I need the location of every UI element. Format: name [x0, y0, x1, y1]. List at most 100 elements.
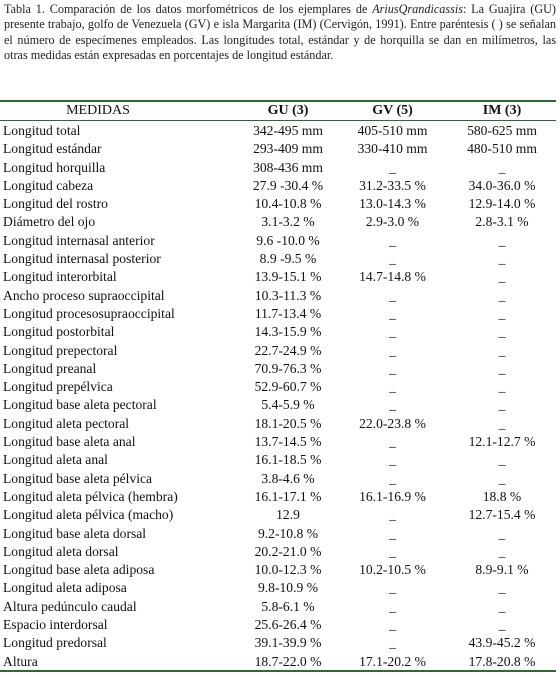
value-im: _	[498, 269, 506, 285]
value-im: _	[498, 617, 506, 633]
value-gv: _	[389, 525, 396, 541]
value-gu: 5.4-5.9 %	[261, 397, 315, 413]
value-im: _	[498, 470, 506, 486]
value-gu: 13.9-15.1 %	[254, 269, 322, 285]
table-top-rule	[0, 100, 556, 102]
value-im: _	[498, 251, 506, 267]
value-im: 8.9-9.1 %	[475, 562, 529, 578]
caption-text-start: Tabla 1. Comparación de los datos morfom…	[4, 2, 373, 16]
value-gv: _	[389, 580, 396, 596]
table-row: Longitud aleta pélvica (hembra) 16.1-17.1…	[0, 488, 556, 506]
value-gu: 18.1-20.5 %	[254, 415, 322, 431]
table-row: Longitud base aleta pectoral 5.4-5.9 % _ _	[0, 396, 556, 414]
value-gu: 5.8-6.1 %	[261, 598, 315, 614]
value-gv: _	[389, 397, 396, 413]
value-gu: 70.9-76.3 %	[254, 360, 322, 376]
measure-name: Longitud aleta dorsal	[3, 543, 119, 559]
measure-name: Longitud prepectoral	[3, 342, 118, 358]
value-gv: _	[389, 251, 396, 267]
value-im: 12.1-12.7 %	[468, 434, 536, 450]
value-gv: 13.0-14.3 %	[359, 196, 426, 212]
value-gv: 10.2-10.5 %	[359, 562, 426, 578]
value-gv: _	[389, 379, 396, 395]
header-gu: GU (3)	[267, 103, 309, 118]
measure-name: Altura pedúnculo caudal	[3, 598, 137, 614]
measure-name: Longitud base aleta adiposa	[3, 562, 155, 578]
table-row: Diámetro del ojo 3.1-3.2 % 2.9-3.0 % 2.8-3.…	[0, 213, 556, 231]
table-row: Longitud interorbital 13.9-15.1 % 14.7-14.…	[0, 268, 556, 286]
measure-name: Longitud base aleta pélvica	[3, 470, 153, 486]
table-body: Longitud total 342-495 mm 405-510 mm 580-62…	[0, 122, 556, 671]
value-gu: 10.0-12.3 %	[254, 562, 322, 578]
measure-name: Ancho proceso supraoccipital	[3, 287, 165, 303]
value-gu: 39.1-39.9 %	[254, 635, 322, 651]
value-im: _	[498, 598, 506, 614]
header-medidas: MEDIDAS	[66, 103, 130, 118]
value-im: 580-625 mm	[467, 123, 537, 138]
table-row: Altura 18.7-22.0 % 17.1-20.2 % 17.8-20.8 %	[0, 653, 556, 671]
table-row: Longitud cabeza 27.9 -30.4 % 31.2-33.5 % 34…	[0, 177, 556, 195]
table-row: Altura pedúnculo caudal 5.8-6.1 % _ _	[0, 598, 556, 616]
measure-name: Altura	[3, 653, 38, 669]
header-im: IM (3)	[482, 103, 522, 118]
table-bottom-rule	[0, 670, 556, 672]
value-gv: _	[389, 159, 396, 175]
value-gu: 12.9	[276, 507, 300, 523]
value-gu: 9.6 -10.0 %	[256, 232, 320, 248]
table-row: Longitud total 342-495 mm 405-510 mm 580-62…	[0, 122, 556, 140]
value-im: _	[498, 305, 506, 321]
value-gv: _	[389, 360, 396, 376]
table-row: Longitud horquilla 308-436 mm _ _	[0, 159, 556, 177]
value-im: _	[498, 452, 506, 468]
value-im: _	[498, 580, 506, 596]
value-gv: _	[389, 305, 396, 321]
table-row: Longitud aleta dorsal 20.2-21.0 % _ _	[0, 543, 556, 561]
measure-name: Longitud procesosupraoccipital	[3, 305, 175, 321]
value-im: _	[498, 543, 506, 559]
value-im: 480-510 mm	[467, 141, 537, 157]
value-gv: _	[389, 617, 396, 633]
table-row: Longitud prepélvica 52.9-60.7 % _ _	[0, 378, 556, 396]
measure-name: Longitud estándar	[3, 141, 102, 157]
table-header-rule	[0, 120, 556, 121]
measure-name: Longitud base aleta pectoral	[3, 397, 157, 413]
value-gv: 14.7-14.8 %	[359, 269, 426, 285]
value-gv: _	[389, 470, 396, 486]
value-im: _	[498, 525, 506, 541]
table-row: Espacio interdorsal 25.6-26.4 % _ _	[0, 616, 556, 634]
value-gv: _	[389, 342, 396, 358]
table-row: Longitud base aleta anal 13.7-14.5 % _ 12.1…	[0, 433, 556, 451]
value-gv: _	[389, 543, 396, 559]
table-row: Longitud del rostro 10.4-10.8 % 13.0-14.3 …	[0, 195, 556, 213]
value-im: 12.7-15.4 %	[468, 507, 536, 523]
measure-name: Longitud base aleta dorsal	[3, 525, 147, 541]
measure-name: Longitud aleta adiposa	[3, 580, 127, 596]
value-gu: 9.8-10.9 %	[257, 580, 319, 596]
table-row: Longitud base aleta dorsal 9.2-10.8 % _ _	[0, 525, 556, 543]
measure-name: Longitud predorsal	[3, 635, 107, 651]
table-row: Longitud postorbital 14.3-15.9 % _ _	[0, 323, 556, 341]
table-row: Longitud predorsal 39.1-39.9 % _ 43.9-45.2 …	[0, 634, 556, 652]
table-row: Longitud internasal anterior 9.6 -10.0 % _…	[0, 232, 556, 250]
measure-name: Longitud preanal	[3, 360, 97, 376]
value-gu: 16.1-17.1 %	[254, 488, 322, 504]
measure-name: Longitud aleta anal	[3, 452, 108, 468]
measure-name: Longitud cabeza	[3, 177, 94, 193]
value-im: 18.8 %	[482, 488, 522, 504]
value-gv: 22.0-23.8 %	[359, 415, 426, 431]
value-gu: 20.2-21.0 %	[254, 543, 322, 559]
value-gu: 9.2-10.8 %	[257, 525, 319, 541]
value-im: 43.9-45.2 %	[468, 635, 536, 651]
measure-name: Longitud interorbital	[3, 269, 117, 285]
value-gv: 405-510 mm	[357, 123, 428, 138]
value-gu: 293-409 mm	[253, 141, 323, 157]
measure-name: Longitud aleta pélvica (hembra)	[3, 488, 178, 504]
measure-name: Longitud internasal anterior	[3, 232, 155, 248]
value-gv: 330-410 mm	[357, 141, 428, 157]
value-gv: 31.2-33.5 %	[359, 177, 426, 193]
value-gv: _	[389, 287, 396, 303]
table-row: Longitud aleta anal 16.1-18.5 % _ _	[0, 451, 556, 469]
value-gv: _	[389, 434, 396, 450]
value-im: 17.8-20.8 %	[468, 653, 536, 669]
value-im: _	[498, 397, 506, 413]
